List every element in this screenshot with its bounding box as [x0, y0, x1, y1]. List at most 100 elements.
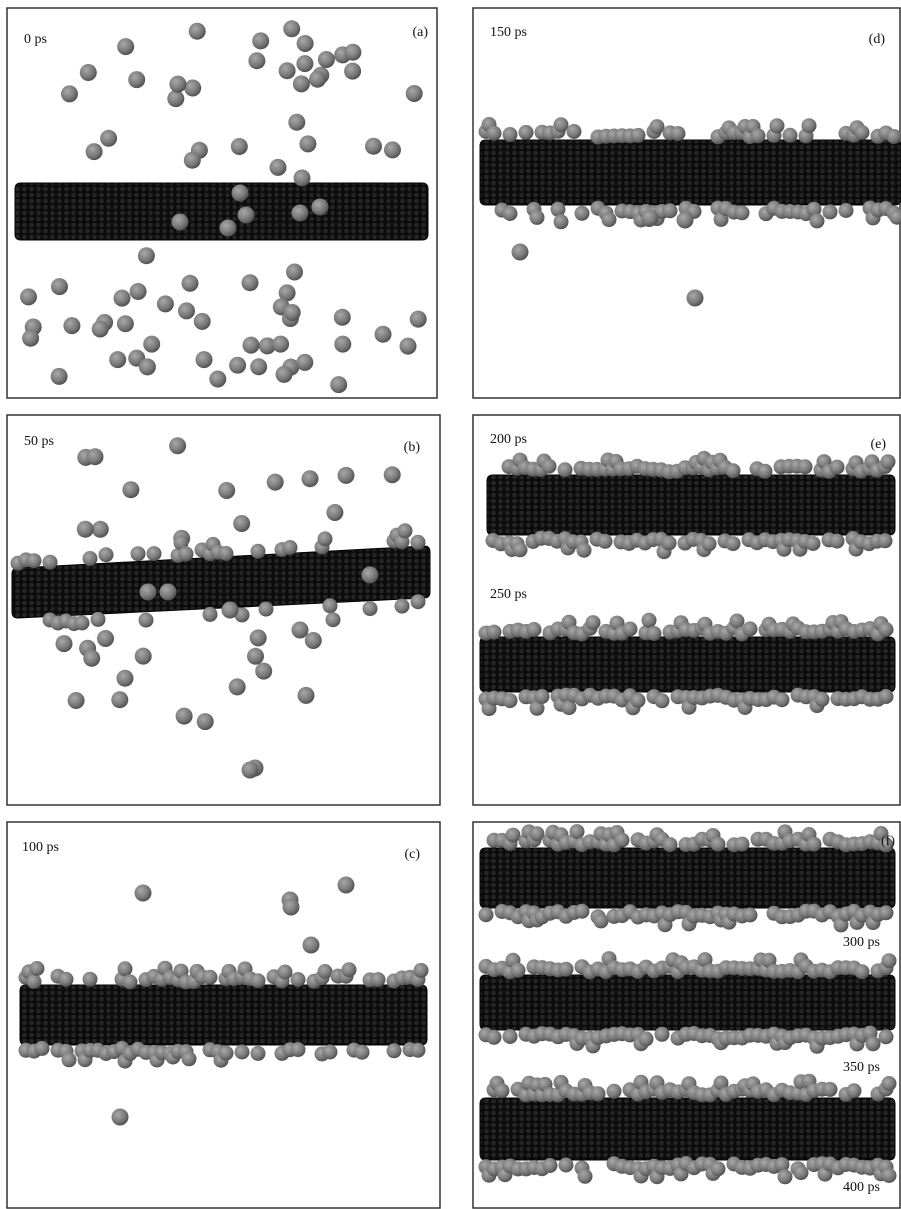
sphere: [194, 313, 211, 330]
sphere: [527, 622, 542, 637]
sphere: [650, 119, 665, 134]
sphere: [326, 612, 341, 627]
sphere: [807, 837, 822, 852]
sphere: [117, 315, 134, 332]
sphere: [631, 693, 646, 708]
sphere: [279, 62, 296, 79]
sphere: [743, 621, 758, 636]
sphere: [551, 202, 566, 217]
sphere: [147, 546, 162, 561]
sphere: [554, 117, 569, 132]
sphere: [203, 607, 218, 622]
sphere: [879, 622, 894, 637]
sphere: [292, 622, 309, 639]
sphere: [575, 206, 590, 221]
sphere: [702, 536, 717, 551]
sphere: [810, 213, 825, 228]
sphere: [139, 358, 156, 375]
sphere: [395, 599, 410, 614]
sphere: [157, 295, 174, 312]
sphere: [344, 44, 361, 61]
sphere: [267, 474, 284, 491]
sphere: [255, 663, 272, 680]
sphere: [726, 536, 741, 551]
sphere: [288, 114, 305, 131]
sphere: [578, 1169, 593, 1184]
sphere: [219, 546, 234, 561]
sphere: [77, 521, 94, 538]
sphere: [92, 321, 109, 338]
sphere: [607, 1084, 622, 1099]
sphere: [309, 71, 326, 88]
sphere: [575, 904, 590, 919]
sphere: [570, 824, 585, 839]
sphere: [251, 1046, 266, 1061]
sphere: [242, 762, 259, 779]
sphere: [109, 351, 126, 368]
panel-label: (c): [404, 847, 420, 862]
sphere: [250, 358, 267, 375]
sphere: [56, 635, 73, 652]
sphere: [92, 521, 109, 538]
sphere: [100, 130, 117, 147]
sphere: [503, 693, 518, 708]
sphere: [323, 598, 338, 613]
sphere: [365, 138, 382, 155]
sphere: [197, 713, 214, 730]
sphere: [411, 594, 426, 609]
sphere: [61, 85, 78, 102]
sphere: [479, 907, 494, 922]
sphere: [655, 693, 670, 708]
sphere: [559, 1158, 574, 1173]
sphere: [122, 481, 139, 498]
sphere: [512, 244, 529, 261]
sphere: [878, 533, 893, 548]
page: {"panels": [ {"label": "(a)", "times": […: [0, 0, 901, 1209]
sphere: [398, 523, 413, 538]
panel-label: (e): [870, 437, 886, 452]
sphere: [783, 128, 798, 143]
time-label: 400 ps: [843, 1180, 880, 1195]
sphere: [855, 125, 870, 140]
sphere: [338, 467, 355, 484]
sphere: [229, 357, 246, 374]
sphere: [251, 544, 266, 559]
panel-label: (f): [881, 834, 895, 849]
nanotube: [487, 475, 895, 535]
nanotube: [480, 140, 901, 205]
sphere: [330, 376, 347, 393]
sphere: [22, 330, 39, 347]
sphere: [51, 368, 68, 385]
sphere: [615, 833, 630, 848]
sphere: [117, 670, 134, 687]
sphere: [671, 126, 686, 141]
sphere: [189, 23, 206, 40]
sphere: [62, 1052, 77, 1067]
sphere: [83, 551, 98, 566]
sphere: [639, 1031, 654, 1046]
sphere: [297, 35, 314, 52]
sphere: [355, 1045, 370, 1060]
sphere: [387, 1043, 402, 1058]
sphere: [879, 905, 894, 920]
sphere: [847, 1083, 862, 1098]
sphere: [513, 542, 528, 557]
sphere: [414, 963, 429, 978]
sphere: [342, 962, 357, 977]
sphere: [375, 326, 392, 343]
sphere: [140, 584, 157, 601]
sphere: [302, 470, 319, 487]
sphere: [735, 205, 750, 220]
sphere: [503, 206, 518, 221]
sphere: [663, 203, 678, 218]
time-label: 150 ps: [490, 25, 527, 40]
sphere: [291, 972, 306, 987]
sphere: [662, 535, 677, 550]
sphere: [80, 64, 97, 81]
sphere: [87, 448, 104, 465]
sphere: [179, 546, 194, 561]
sphere: [631, 128, 646, 143]
sphere: [711, 1161, 726, 1176]
sphere: [286, 264, 303, 281]
sphere: [798, 459, 813, 474]
